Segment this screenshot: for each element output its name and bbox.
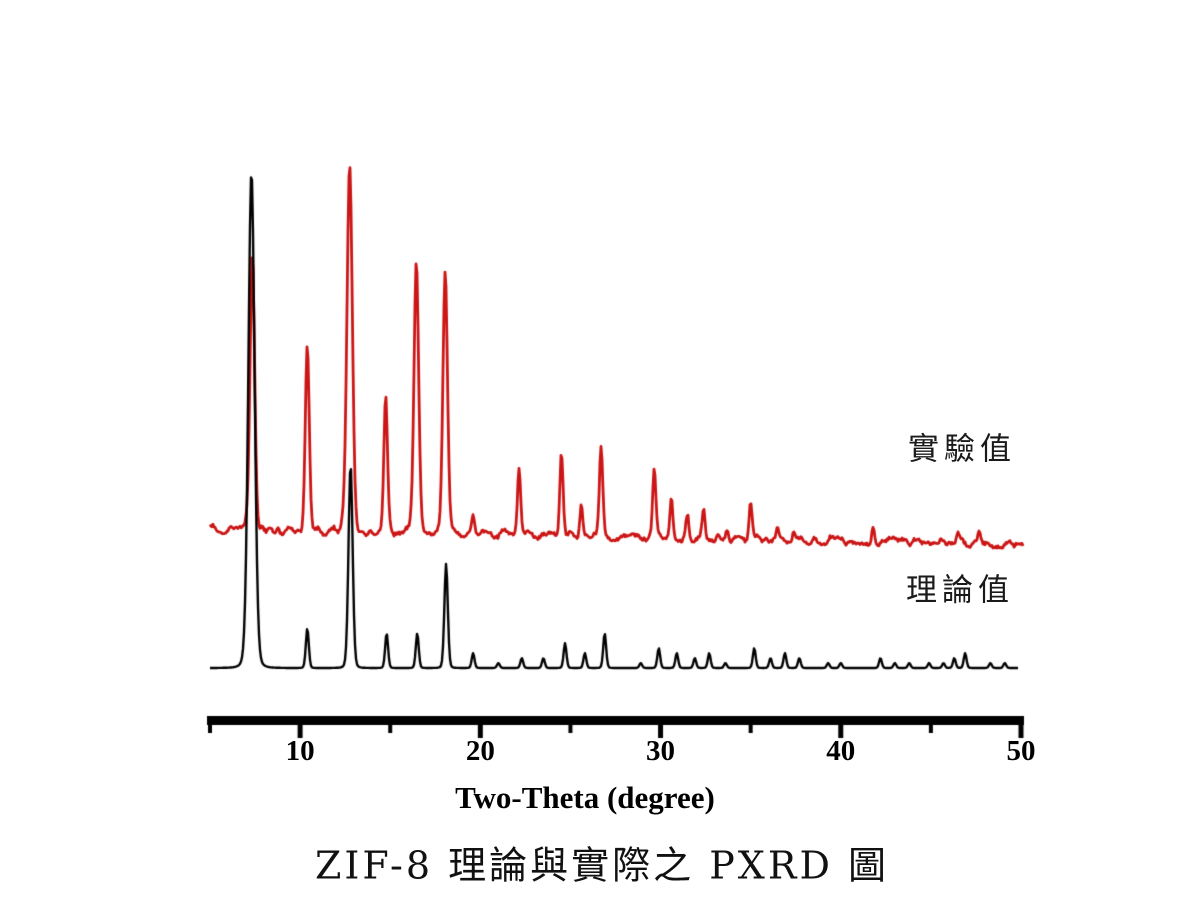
x-tick-label: 10 bbox=[285, 735, 315, 767]
x-tick-label: 30 bbox=[646, 735, 676, 767]
x-tick-label: 50 bbox=[1006, 735, 1036, 767]
x-axis-title: Two-Theta (degree) bbox=[455, 780, 715, 815]
x-tick-label: 40 bbox=[826, 735, 856, 767]
series-label-experimental: 實驗值 bbox=[908, 431, 1016, 468]
chart-title: ZIF-8 理論與實際之 PXRD 圖 bbox=[314, 843, 890, 888]
series-label-theoretical: 理論值 bbox=[906, 572, 1014, 609]
x-tick-label: 20 bbox=[465, 735, 495, 767]
